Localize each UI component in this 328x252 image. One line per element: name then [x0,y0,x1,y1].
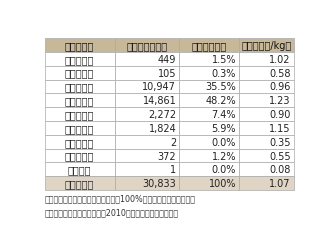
Bar [239,67,294,80]
Text: 10,947: 10,947 [142,82,176,92]
Bar [239,53,294,67]
Text: 備考：四捨五入の関係でシェア計が100%にならないことがある。: 備考：四捨五入の関係でシェア計が100%にならないことがある。 [45,193,196,202]
Text: 単価（千円/kg）: 単価（千円/kg） [241,41,292,51]
Text: 1.02: 1.02 [269,55,291,65]
Text: 30,833: 30,833 [143,178,176,188]
Text: 四　　　国: 四 国 [65,137,94,147]
Text: 1.23: 1.23 [269,96,291,106]
Text: 48.2%: 48.2% [205,96,236,106]
Bar [114,53,179,67]
Text: 中　　　部: 中 部 [65,96,94,106]
Bar [179,108,239,121]
Text: 0.08: 0.08 [270,165,291,175]
Text: 105: 105 [158,68,176,78]
Text: 372: 372 [158,151,176,161]
Bar [45,94,114,108]
Bar [114,163,179,177]
Text: 中　　　国: 中 国 [65,123,94,133]
Text: 輸出元地域: 輸出元地域 [65,41,94,51]
Text: 輸出額（億円）: 輸出額（億円） [126,41,168,51]
Text: 7.4%: 7.4% [212,110,236,120]
Text: 九　　　州: 九 州 [65,151,94,161]
Text: 2: 2 [170,137,176,147]
Bar [114,108,179,121]
Bar [239,121,294,135]
Bar [45,108,114,121]
Bar [179,177,239,190]
Bar [179,53,239,67]
Bar [114,135,179,149]
Bar [114,149,179,163]
Text: 0.90: 0.90 [270,110,291,120]
Bar [179,80,239,94]
Bar [239,149,294,163]
Bar [179,121,239,135]
Bar [45,135,114,149]
Text: 5.9%: 5.9% [212,123,236,133]
Bar [239,80,294,94]
Bar [239,39,294,53]
Bar [179,94,239,108]
Text: 100%: 100% [209,178,236,188]
Bar [114,94,179,108]
Text: 0.96: 0.96 [270,82,291,92]
Bar [114,39,179,53]
Text: 0.0%: 0.0% [212,137,236,147]
Text: 449: 449 [158,55,176,65]
Bar [45,53,114,67]
Bar [179,163,239,177]
Text: 近　　　畑: 近 畑 [65,110,94,120]
Bar [239,163,294,177]
Bar [114,80,179,94]
Text: 1.07: 1.07 [269,178,291,188]
Bar [114,177,179,190]
Bar [114,121,179,135]
Bar [45,149,114,163]
Bar [45,177,114,190]
Text: 1.2%: 1.2% [212,151,236,161]
Text: 1: 1 [170,165,176,175]
Bar [45,67,114,80]
Text: 資料：財務省「貿易統計」（2010年の合計額）から作成。: 資料：財務省「貿易統計」（2010年の合計額）から作成。 [45,208,179,217]
Bar [179,149,239,163]
Bar [239,177,294,190]
Bar [179,135,239,149]
Text: 東　　　北: 東 北 [65,68,94,78]
Text: 0.55: 0.55 [269,151,291,161]
Text: 35.5%: 35.5% [205,82,236,92]
Text: 1.15: 1.15 [269,123,291,133]
Text: 1,824: 1,824 [149,123,176,133]
Bar [239,94,294,108]
Bar [179,39,239,53]
Text: 14,861: 14,861 [143,96,176,106]
Text: 0.58: 0.58 [269,68,291,78]
Text: 0.35: 0.35 [269,137,291,147]
Bar [114,67,179,80]
Text: 1.5%: 1.5% [212,55,236,65]
Text: 沖　　縄: 沖 縄 [68,165,92,175]
Text: 2,272: 2,272 [148,110,176,120]
Bar [45,39,114,53]
Text: 北　海　道: 北 海 道 [65,55,94,65]
Text: シェア（％）: シェア（％） [192,41,227,51]
Text: 0.0%: 0.0% [212,165,236,175]
Bar [45,121,114,135]
Text: 全　国　計: 全 国 計 [65,178,94,188]
Text: 0.3%: 0.3% [212,68,236,78]
Bar [45,80,114,94]
Bar [45,163,114,177]
Bar [239,108,294,121]
Bar [239,135,294,149]
Bar [179,67,239,80]
Text: 関　　　東: 関 東 [65,82,94,92]
